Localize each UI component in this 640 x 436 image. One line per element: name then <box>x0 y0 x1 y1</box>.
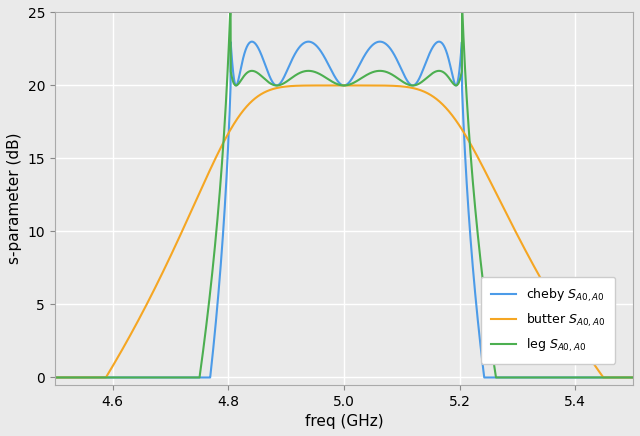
butter $S_{A0,A0}$ <box>191 200 199 205</box>
Y-axis label: s-parameter (dB): s-parameter (dB) <box>7 133 22 264</box>
leg $S_{A0,A0}$ <box>188 375 196 380</box>
cheby $S_{A0,A0}$ <box>310 41 318 46</box>
leg $S_{A0,A0}$ <box>625 375 632 380</box>
Line: butter $S_{A0,A0}$: butter $S_{A0,A0}$ <box>55 85 633 378</box>
butter $S_{A0,A0}$ <box>310 83 318 88</box>
Line: cheby $S_{A0,A0}$: cheby $S_{A0,A0}$ <box>55 42 633 378</box>
cheby $S_{A0,A0}$ <box>51 375 59 380</box>
leg $S_{A0,A0}$ <box>458 0 466 4</box>
leg $S_{A0,A0}$ <box>629 375 637 380</box>
butter $S_{A0,A0}$ <box>340 83 348 88</box>
leg $S_{A0,A0}$ <box>310 69 318 74</box>
leg $S_{A0,A0}$ <box>191 375 199 380</box>
cheby $S_{A0,A0}$ <box>185 375 193 380</box>
X-axis label: freq (GHz): freq (GHz) <box>305 414 383 429</box>
cheby $S_{A0,A0}$ <box>305 39 312 44</box>
cheby $S_{A0,A0}$ <box>269 80 276 85</box>
leg $S_{A0,A0}$ <box>185 375 193 380</box>
butter $S_{A0,A0}$ <box>625 375 632 380</box>
butter $S_{A0,A0}$ <box>188 206 196 211</box>
leg $S_{A0,A0}$ <box>269 82 276 87</box>
Line: leg $S_{A0,A0}$: leg $S_{A0,A0}$ <box>55 2 633 378</box>
cheby $S_{A0,A0}$ <box>625 375 632 380</box>
cheby $S_{A0,A0}$ <box>191 375 199 380</box>
cheby $S_{A0,A0}$ <box>629 375 637 380</box>
butter $S_{A0,A0}$ <box>185 213 193 218</box>
butter $S_{A0,A0}$ <box>51 375 59 380</box>
Legend: cheby $S_{A0,A0}$, butter $S_{A0,A0}$, leg $S_{A0,A0}$: cheby $S_{A0,A0}$, butter $S_{A0,A0}$, l… <box>481 277 615 364</box>
cheby $S_{A0,A0}$ <box>188 375 196 380</box>
butter $S_{A0,A0}$ <box>629 375 637 380</box>
leg $S_{A0,A0}$ <box>51 375 59 380</box>
butter $S_{A0,A0}$ <box>269 86 276 92</box>
